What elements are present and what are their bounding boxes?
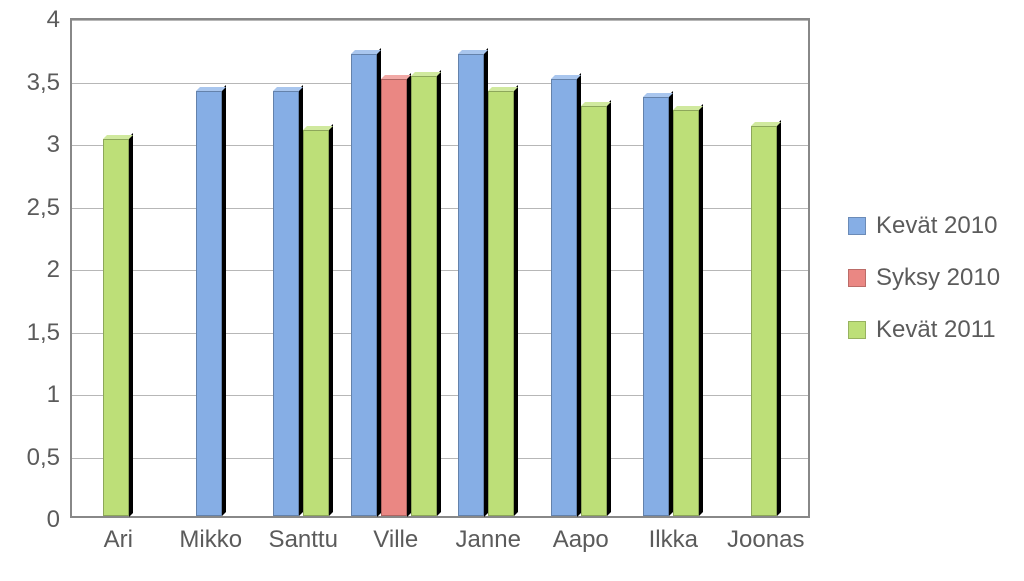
x-axis-label: Santtu — [269, 516, 338, 554]
bar — [551, 75, 581, 517]
bar — [303, 126, 333, 516]
y-axis-label: 1 — [47, 381, 72, 409]
legend-label: Kevät 2011 — [876, 316, 996, 344]
bar — [488, 87, 518, 516]
legend-swatch — [848, 217, 866, 235]
bar — [581, 102, 611, 516]
legend-label: Syksy 2010 — [876, 264, 1000, 292]
x-axis-label: Mikko — [179, 516, 242, 554]
legend: Kevät 2010 Syksy 2010 Kevät 2011 — [848, 200, 1000, 356]
y-axis-label: 3,5 — [27, 69, 72, 97]
x-axis-label: Ilkka — [649, 516, 698, 554]
legend-item: Kevät 2011 — [848, 304, 1000, 356]
bar — [381, 75, 411, 517]
legend-swatch — [848, 321, 866, 339]
y-axis-label: 4 — [47, 6, 72, 34]
y-axis-label: 1,5 — [27, 319, 72, 347]
bar — [643, 93, 673, 516]
plot-area: 00,511,522,533,54AriMikkoSanttuVilleJann… — [70, 18, 810, 518]
bar — [458, 50, 488, 517]
x-axis-label: Ari — [104, 516, 133, 554]
x-axis-label: Joonas — [727, 516, 804, 554]
legend-item: Kevät 2010 — [848, 200, 1000, 252]
legend-swatch — [848, 269, 866, 287]
y-axis-label: 0,5 — [27, 444, 72, 472]
gridline — [72, 20, 808, 21]
x-axis-label: Aapo — [553, 516, 609, 554]
x-axis-label: Ville — [373, 516, 418, 554]
y-axis-label: 2,5 — [27, 194, 72, 222]
bar — [673, 106, 703, 516]
y-axis-label: 0 — [47, 506, 72, 534]
bar — [273, 87, 303, 516]
x-axis-label: Janne — [456, 516, 521, 554]
y-axis-label: 2 — [47, 256, 72, 284]
y-axis-label: 3 — [47, 131, 72, 159]
legend-item: Syksy 2010 — [848, 252, 1000, 304]
bar — [751, 122, 781, 516]
bar — [196, 87, 226, 516]
chart-container: 0 0,5 1 1,5 2 2,5 3 3,5 4 Ari Mikko Santtu Ville Jann… — [0, 0, 1024, 581]
bar — [103, 135, 133, 517]
legend-label: Kevät 2010 — [876, 212, 997, 240]
bar — [411, 72, 441, 516]
bar — [351, 50, 381, 517]
